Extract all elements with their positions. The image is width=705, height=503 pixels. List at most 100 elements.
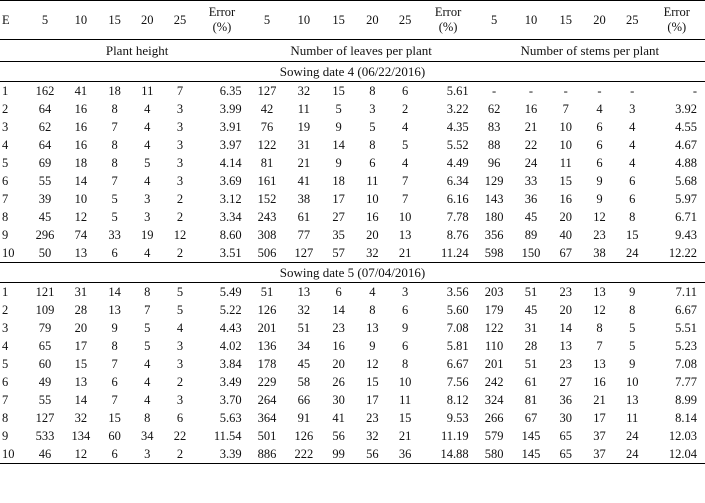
group-spacer	[0, 40, 27, 62]
cell-entry: 4	[2, 338, 9, 353]
cell-ph-25: 3	[176, 137, 184, 152]
cell-ph-10: 14	[74, 173, 88, 188]
cell-ph-10: 16	[74, 137, 88, 152]
cell-st-25: 5	[629, 338, 636, 353]
cell-lv-error: 11.19	[441, 428, 469, 443]
cell-ph-5: 79	[38, 320, 52, 335]
cell-st-error: -	[692, 83, 697, 98]
cell-ph-error: 3.39	[196, 445, 248, 464]
cell-lv-error: 3.22	[446, 101, 469, 116]
cell-lv-10: 58	[297, 374, 311, 389]
cell-st-25: 13	[625, 392, 639, 407]
cell-entry: 5	[2, 155, 9, 170]
table-row: 7 55 14 7 4 3 3.70 264 66 30 17 11 8.12 324 81 36 21 13 8.…	[0, 391, 705, 409]
cell-lv-error: 7.08	[446, 320, 469, 335]
cell-ph-10: 17	[74, 338, 88, 353]
cell-ph-error: 6.35	[219, 83, 242, 98]
cell-st-5: 129	[484, 173, 504, 188]
cell-st-10: 51	[524, 284, 538, 299]
cell-lv-15: 9	[335, 119, 342, 134]
cell-lv-20: 4	[369, 284, 376, 299]
cell-st-20: 38	[593, 245, 606, 260]
header-ph-25: 25	[173, 12, 187, 27]
cell-st-10: -	[528, 83, 534, 98]
cell-st-20: 6	[596, 137, 603, 152]
cell-st-error: 8.14	[675, 410, 697, 425]
cell-ph-15: 7	[111, 356, 118, 371]
cell-st-error: 4.67	[675, 137, 697, 152]
cell-ph-5: 49	[38, 374, 52, 389]
cell-st-error: 12.04	[648, 445, 705, 464]
cell-lv-error: 7.56	[446, 374, 469, 389]
cell-lv-20: 9	[369, 338, 376, 353]
cell-ph-10: 15	[74, 356, 88, 371]
cell-entry: 6	[2, 173, 9, 188]
cell-lv-20: 23	[366, 410, 379, 425]
cell-lv-20: 12	[366, 356, 379, 371]
group-header-row: Plant height Number of leaves per plant …	[0, 39, 705, 62]
cell-st-20: 6	[596, 155, 603, 170]
cell-ph-5: 39	[38, 191, 52, 206]
cell-st-25: 10	[625, 374, 639, 389]
cell-lv-15: 6	[335, 284, 342, 299]
cell-lv-20: 13	[366, 320, 379, 335]
cell-ph-15: 8	[111, 137, 118, 152]
header-lv-25: 25	[398, 12, 412, 27]
table-row: 9 296 74 33 19 12 8.60 308 77 35 20 13 8.76 356 89 40 23…	[0, 226, 705, 244]
cell-lv-5: 886	[247, 445, 287, 464]
cell-st-20: 17	[593, 410, 606, 425]
cell-st-25: 4	[629, 137, 636, 152]
cell-lv-10: 38	[297, 191, 311, 206]
cell-lv-5: 501	[257, 428, 277, 443]
cell-st-20: 13	[593, 284, 606, 299]
cell-st-10: 81	[524, 392, 538, 407]
cell-lv-5: 81	[260, 155, 274, 170]
cell-lv-5: 506	[257, 245, 277, 260]
cell-ph-error: 3.84	[219, 356, 242, 371]
cell-ph-25: 3	[176, 392, 184, 407]
group-leaves: Number of leaves per plant	[247, 39, 475, 62]
cell-st-15: 23	[559, 284, 572, 299]
table-row: 4 65 17 8 5 3 4.02 136 34 16 9 6 5.81 110 28 13 7 5 5.23	[0, 337, 705, 355]
cell-st-15: 11	[559, 155, 572, 170]
cell-lv-10: 32	[297, 302, 311, 317]
cell-ph-error: 3.34	[219, 209, 242, 224]
cell-ph-5: 55	[38, 392, 52, 407]
cell-st-5: 110	[484, 338, 504, 353]
cell-st-5: 598	[484, 245, 504, 260]
cell-st-5: 83	[487, 119, 501, 134]
cell-st-5: 180	[484, 209, 504, 224]
cell-ph-5: 109	[35, 302, 55, 317]
cell-ph-error: 5.49	[219, 284, 242, 299]
cell-ph-5: 65	[38, 338, 52, 353]
cell-st-5: 580	[474, 445, 514, 464]
cell-ph-25: 2	[176, 245, 184, 260]
cell-ph-25: 3	[176, 338, 184, 353]
cell-lv-15: 9	[335, 155, 342, 170]
cell-lv-5: 122	[257, 137, 277, 152]
cell-lv-5: 243	[257, 209, 277, 224]
cell-st-10: 24	[524, 155, 538, 170]
cell-st-15: 7	[562, 101, 569, 116]
cell-st-15: -	[563, 83, 568, 98]
cell-ph-10: 16	[74, 119, 88, 134]
cell-ph-5: 127	[35, 410, 55, 425]
cell-lv-25: 13	[398, 227, 412, 242]
cell-lv-5: 229	[257, 374, 277, 389]
cell-lv-5: 178	[257, 356, 277, 371]
cell-ph-10: 12	[63, 445, 99, 464]
cell-entry: 7	[2, 191, 9, 206]
table-row: 2 109 28 13 7 5 5.22 126 32 14 8 6 5.60 179 45 20 12 8 6.6…	[0, 301, 705, 319]
data-table: E 5 10 15 20 25 Error (%) 5 10 15 20 25 E…	[0, 0, 705, 464]
cell-st-25: 8	[629, 209, 636, 224]
cell-ph-error: 5.22	[219, 302, 242, 317]
cell-st-15: 30	[559, 410, 572, 425]
cell-entry: 8	[2, 410, 9, 425]
cell-st-error: 12.03	[668, 428, 697, 443]
cell-ph-20: 5	[144, 338, 151, 353]
cell-ph-error: 3.12	[219, 191, 242, 206]
cell-ph-error: 3.49	[219, 374, 242, 389]
cell-lv-error: 9.53	[446, 410, 469, 425]
cell-st-25: 11	[626, 410, 639, 425]
cell-st-25: 15	[625, 227, 639, 242]
